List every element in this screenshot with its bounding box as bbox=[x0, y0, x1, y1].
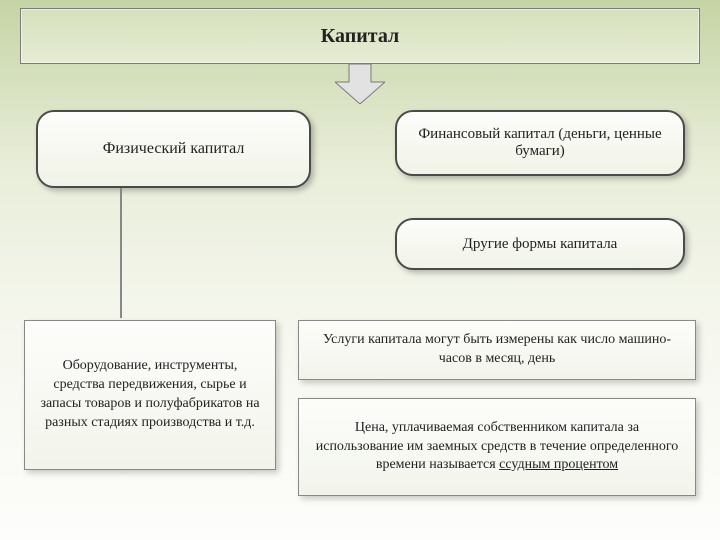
info-equipment: Оборудование, инструменты, средства пере… bbox=[24, 320, 276, 470]
diagram-canvas: Капитал Физический капитал Финансовый ка… bbox=[0, 0, 720, 540]
node-other-capital: Другие формы капитала bbox=[395, 218, 685, 270]
node-financial-label: Финансовый капитал (деньги, ценные бумаг… bbox=[411, 126, 669, 160]
info-services-text: Услуги капитала могут быть измерены как … bbox=[313, 331, 681, 369]
node-physical-label: Физический капитал bbox=[103, 140, 245, 158]
connector-physical-to-equipment bbox=[120, 188, 122, 318]
info-equipment-text: Оборудование, инструменты, средства пере… bbox=[39, 357, 261, 433]
info-price-prefix: Цена, уплачиваемая собственником капитал… bbox=[316, 420, 679, 473]
info-services: Услуги капитала могут быть измерены как … bbox=[298, 320, 696, 380]
title-text: Капитал bbox=[321, 25, 400, 48]
title-box: Капитал bbox=[20, 8, 700, 64]
node-physical-capital: Физический капитал bbox=[36, 110, 311, 188]
node-other-label: Другие формы капитала bbox=[463, 236, 618, 253]
arrow-down-icon bbox=[335, 64, 385, 104]
info-price-text: Цена, уплачиваемая собственником капитал… bbox=[313, 419, 681, 476]
info-price: Цена, уплачиваемая собственником капитал… bbox=[298, 398, 696, 496]
node-financial-capital: Финансовый капитал (деньги, ценные бумаг… bbox=[395, 110, 685, 176]
info-price-underlined: ссудным процентом bbox=[499, 457, 618, 472]
